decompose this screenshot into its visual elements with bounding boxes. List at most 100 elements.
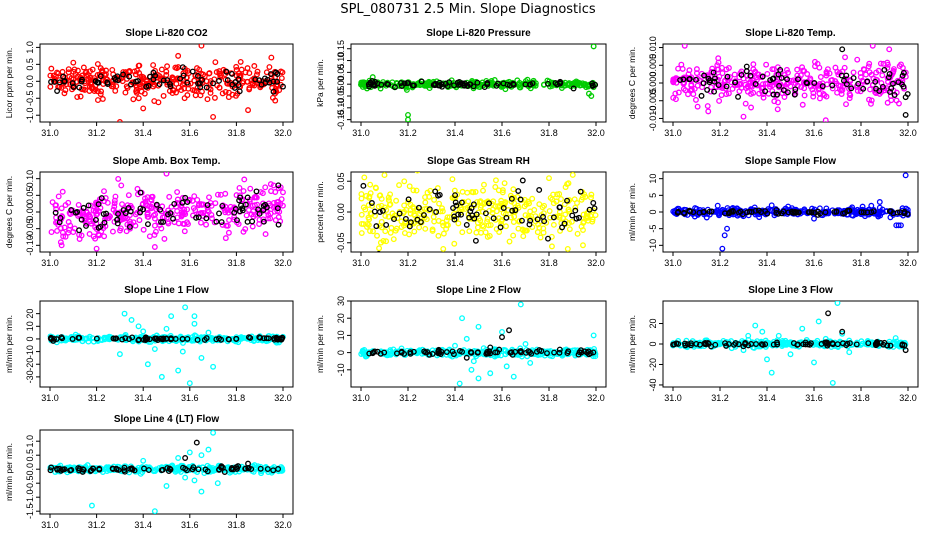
data-point (692, 96, 699, 103)
data-point (801, 206, 808, 213)
data-point (358, 191, 365, 198)
data-point (398, 218, 405, 225)
data-point (210, 113, 217, 120)
filtered-point (184, 79, 191, 86)
data-point (452, 342, 458, 349)
data-point (764, 70, 771, 77)
filtered-point (564, 350, 571, 357)
filtered-point (182, 455, 189, 461)
x-tick-label: 32.0 (274, 393, 292, 403)
data-point (464, 189, 471, 196)
x-tick-label: 31.4 (134, 520, 152, 530)
data-point (378, 195, 385, 202)
y-tick-label: -5 (648, 225, 658, 233)
data-point (580, 242, 586, 249)
data-point (463, 335, 470, 342)
filtered-point (686, 208, 693, 215)
points-layer (670, 44, 911, 122)
data-point (431, 196, 438, 203)
data-point (161, 235, 168, 242)
data-point (87, 80, 94, 87)
filtered-point (69, 336, 76, 342)
data-point (843, 101, 849, 108)
filtered-point (758, 341, 765, 348)
points-layer (47, 44, 286, 122)
filtered-point (497, 224, 504, 231)
data-point (510, 186, 517, 193)
data-point (165, 220, 172, 227)
x-tick-label: 31.0 (664, 393, 682, 403)
data-point (210, 363, 217, 370)
filtered-point (103, 210, 110, 217)
filtered-point (221, 469, 228, 475)
data-point (580, 82, 587, 89)
data-point (140, 83, 147, 90)
x-tick-label: 32.0 (274, 258, 292, 268)
x-tick-label: 32.0 (587, 393, 605, 403)
data-point (158, 373, 165, 380)
data-point (498, 218, 505, 225)
filtered-point (693, 340, 700, 347)
data-point (200, 71, 207, 78)
y-tick-label: -0.5 (25, 475, 35, 491)
filtered-point (545, 235, 551, 242)
filtered-point (711, 75, 718, 82)
data-point (510, 232, 517, 239)
data-point (89, 66, 96, 73)
data-point (484, 233, 491, 240)
data-point (194, 65, 200, 72)
filtered-point (533, 348, 540, 355)
data-point (52, 202, 59, 209)
data-point (459, 229, 466, 236)
data-point (531, 206, 538, 213)
data-point (101, 336, 108, 343)
data-point (388, 224, 395, 231)
data-point (705, 108, 712, 115)
filtered-point (814, 211, 821, 218)
data-point (61, 224, 68, 231)
data-point (111, 200, 118, 207)
data-point (200, 209, 207, 216)
data-point (724, 225, 730, 232)
y-tick-label: 0.10 (25, 170, 35, 188)
filtered-point (519, 177, 526, 184)
filtered-point (177, 75, 184, 82)
data-point (374, 232, 380, 239)
data-point (245, 107, 251, 114)
data-point (566, 226, 573, 233)
data-point (112, 87, 119, 94)
filtered-point (216, 210, 222, 217)
data-point (877, 60, 884, 67)
data-point (174, 189, 181, 196)
filtered-point (258, 81, 265, 88)
data-point (768, 202, 775, 209)
filtered-point (526, 221, 533, 228)
filtered-point (264, 466, 271, 472)
data-point (734, 212, 741, 219)
data-point (588, 191, 595, 198)
filtered-point (811, 80, 818, 86)
data-point (198, 452, 205, 459)
data-point (592, 212, 599, 219)
filtered-point (275, 221, 282, 228)
data-point (590, 332, 597, 339)
filtered-point (101, 219, 108, 226)
plot-frame (39, 429, 294, 515)
data-point (101, 233, 108, 240)
panel-7: Slope Line 1 Flow 31.0 31.2 31.4 31.6 31.8 32.… (4, 285, 294, 403)
data-point (784, 340, 791, 346)
filtered-point (167, 466, 174, 473)
data-point (829, 85, 836, 92)
data-point (826, 70, 833, 77)
y-tick-label: 20 (336, 313, 346, 323)
filtered-point (569, 212, 576, 219)
data-point (751, 204, 758, 211)
data-point (510, 373, 517, 380)
data-point (146, 233, 153, 240)
data-point (140, 328, 147, 335)
data-point (142, 195, 148, 202)
data-point (740, 113, 747, 120)
data-point (163, 72, 170, 78)
data-point (466, 228, 473, 235)
data-point (58, 205, 65, 212)
